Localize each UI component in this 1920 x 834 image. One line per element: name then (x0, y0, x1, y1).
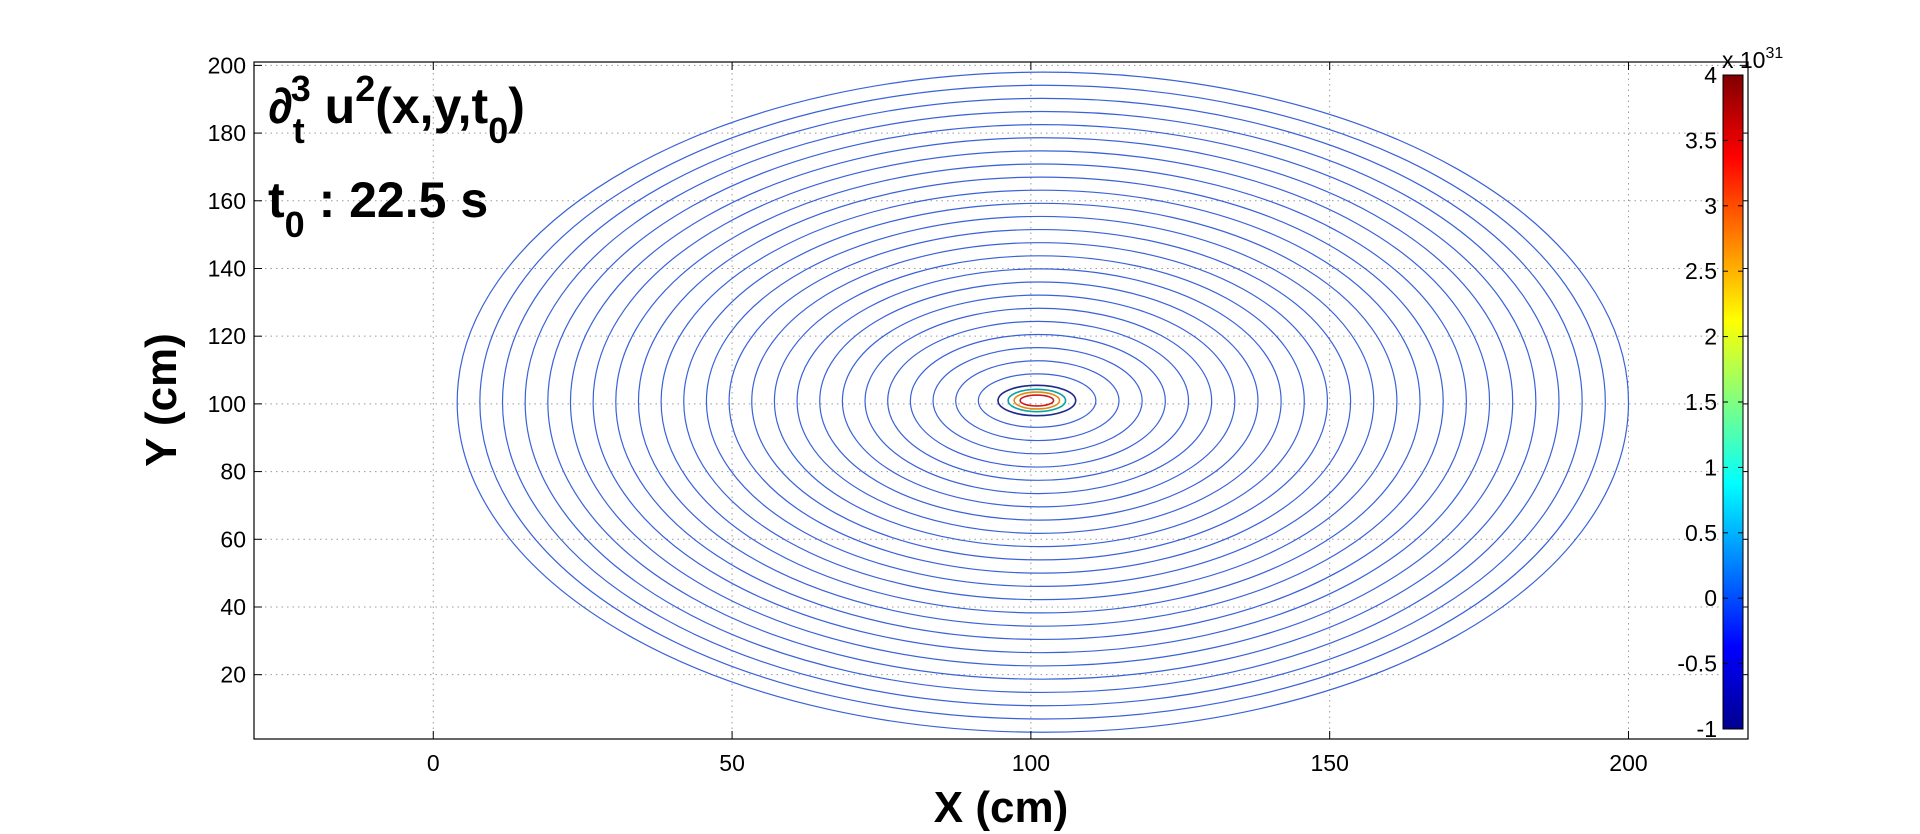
y-tick-label: 120 (208, 323, 246, 349)
title-segment: u (311, 78, 355, 134)
colorbar-tick-label: 0 (1704, 585, 1717, 611)
center-contour-line (1007, 388, 1067, 413)
title-segment: 0 (285, 204, 305, 245)
contour-line (660, 189, 1421, 614)
y-tick-label: 60 (220, 526, 246, 552)
colorbar-tick-label: 0.5 (1685, 520, 1717, 546)
contour-line (841, 294, 1236, 508)
contour-line (456, 71, 1630, 733)
contour-lines (456, 71, 1630, 733)
colorbar-tick-label: 3 (1704, 193, 1717, 219)
x-tick-label: 200 (1609, 750, 1647, 776)
title-line: ∂t3 u2(x,y,t0) (268, 68, 525, 151)
title-segment: t (268, 172, 285, 228)
y-tick-label: 40 (220, 594, 246, 620)
contour-line (683, 202, 1398, 601)
colorbar-tick-label: 1.5 (1685, 389, 1717, 415)
colorbar-tick-label: 4 (1704, 62, 1717, 88)
chart-title: ∂t3 u2(x,y,t0)t0 : 22.5 s (268, 68, 525, 245)
colorbar: -1 -0.5 0 0.5 1 1.5 2 2.5 3 3.5 4 x 1031 (1677, 45, 1783, 742)
x-tick-label: 0 (427, 750, 440, 776)
y-axis-label: Y (cm) (137, 333, 186, 467)
contour-line (909, 333, 1166, 468)
contour-line (501, 97, 1583, 707)
x-tick-label: 150 (1310, 750, 1348, 776)
title-segment: ) (508, 78, 525, 134)
contour-line (819, 281, 1259, 521)
y-tick-label: 80 (220, 459, 246, 485)
y-tick-label: 100 (208, 391, 246, 417)
contour-line (955, 360, 1120, 442)
title-segment: t (293, 110, 305, 151)
title-segment: (x,y,t (375, 78, 488, 134)
contour-line (864, 307, 1213, 495)
center-contour-line (1013, 391, 1061, 410)
title-segment: 0 (488, 110, 508, 151)
contour-line (977, 373, 1097, 428)
contour-line (887, 320, 1190, 481)
y-tick-label: 180 (208, 120, 246, 146)
colorbar-tick-label: 3.5 (1685, 127, 1717, 153)
y-tick-label: 160 (208, 188, 246, 214)
center-contour-line (997, 384, 1077, 417)
contour-line (592, 150, 1491, 654)
colorbar-exponent-power: 31 (1765, 45, 1783, 62)
colorbar-exponent-base: x 10 (1722, 47, 1765, 73)
title-line: t0 : 22.5 s (268, 172, 488, 245)
y-tick-label: 140 (208, 255, 246, 281)
title-segment: ∂ (268, 78, 293, 134)
title-segment: : 22.5 s (305, 172, 488, 228)
colorbar-tick-label: 2.5 (1685, 258, 1717, 284)
y-tick-label: 20 (220, 662, 246, 688)
colorbar-tick-label: 1 (1704, 454, 1717, 480)
title-segment: 3 (291, 68, 311, 109)
contour-line (479, 84, 1606, 720)
colorbar-tick-label: 2 (1704, 324, 1717, 350)
contour-line (773, 255, 1305, 548)
colorbar-tick-label: -1 (1697, 716, 1717, 742)
center-contour-line (1019, 394, 1055, 407)
colorbar-exponent: x 1031 (1722, 45, 1783, 73)
contour-line (524, 110, 1560, 694)
contour-line (728, 228, 1352, 574)
title-segment: 2 (355, 68, 375, 109)
plot-frame (253, 61, 1749, 740)
colorbar-tick-label: -0.5 (1677, 651, 1717, 677)
x-axis-label: X (cm) (934, 783, 1068, 832)
contour-line (705, 215, 1375, 587)
colorbar-ticks: -1 -0.5 0 0.5 1 1.5 2 2.5 3 3.5 4 (1677, 62, 1743, 742)
x-tick-label: 100 (1012, 750, 1050, 776)
contour-line (932, 347, 1143, 455)
contour-line (637, 176, 1444, 627)
y-tick-label: 200 (208, 52, 246, 78)
contour-line (569, 137, 1514, 667)
contour-line (796, 268, 1282, 534)
contour-line (615, 163, 1467, 641)
contour-line (547, 124, 1537, 680)
contour-line (751, 242, 1329, 561)
x-tick-label: 50 (719, 750, 745, 776)
x-axis-ticks: 0 50 100 150 200 (427, 62, 1648, 776)
